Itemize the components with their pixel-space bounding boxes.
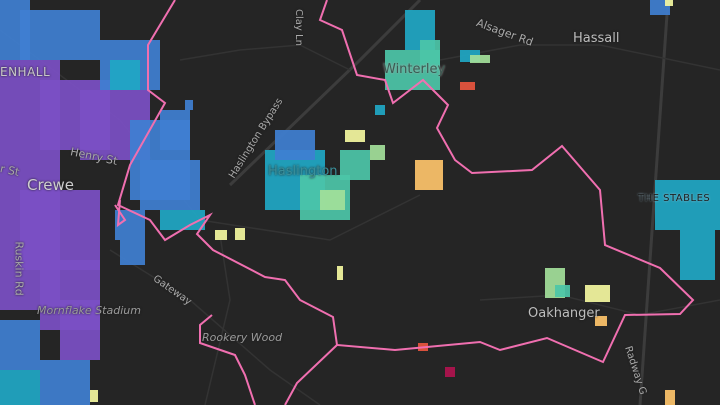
census-area	[370, 145, 385, 160]
census-area	[415, 160, 443, 190]
census-area	[235, 228, 245, 240]
census-area	[375, 105, 385, 115]
census-area	[90, 390, 98, 402]
census-area	[320, 190, 345, 210]
census-area	[585, 285, 610, 302]
census-area	[555, 285, 570, 297]
label-clay-ln: Clay Ln	[292, 9, 304, 46]
label-oakhanger: Oakhanger	[528, 306, 600, 321]
census-area	[655, 180, 720, 230]
census-area	[160, 210, 205, 230]
road	[228, 0, 422, 187]
label-winterley: Winterley	[383, 62, 446, 77]
census-area	[0, 370, 40, 405]
census-area	[460, 82, 475, 90]
label-the-stables: THE STABLES	[638, 193, 711, 204]
census-area	[470, 55, 490, 63]
label-coppenhall: ENHALL	[0, 65, 51, 79]
census-area	[340, 150, 370, 180]
label-rookery-wood: Rookery Wood	[202, 331, 283, 344]
census-area	[0, 320, 40, 370]
road	[479, 294, 720, 316]
census-area	[680, 230, 715, 280]
census-area	[110, 60, 140, 90]
label-haslington: Haslington	[268, 164, 338, 179]
census-area	[337, 266, 343, 280]
census-area	[160, 110, 190, 150]
census-area	[120, 240, 145, 265]
road	[179, 44, 351, 71]
label-ruskin-rd: Ruskin Rd	[12, 241, 26, 296]
boundary-line	[116, 0, 695, 364]
road	[638, 0, 670, 405]
census-area	[275, 130, 315, 160]
census-area	[420, 40, 440, 70]
label-crewe: Crewe	[27, 176, 75, 194]
label-mornflake-stadium: Mornflake Stadium	[37, 304, 141, 317]
boundary-line	[284, 344, 338, 405]
boundary-lines	[114, 0, 695, 405]
road	[109, 249, 321, 405]
census-area	[595, 316, 607, 326]
census-area	[445, 367, 455, 377]
census-area	[665, 0, 673, 6]
census-area	[40, 360, 90, 405]
census-area	[215, 230, 227, 240]
census-area	[20, 10, 100, 60]
road	[204, 234, 231, 405]
census-area	[140, 160, 200, 210]
census-area	[185, 100, 193, 110]
census-area	[665, 390, 675, 405]
boundary-line	[114, 199, 127, 228]
boundary-line	[199, 314, 256, 405]
census-area	[60, 300, 100, 360]
label-hassall: Hassall	[573, 31, 620, 46]
census-area	[345, 130, 365, 142]
